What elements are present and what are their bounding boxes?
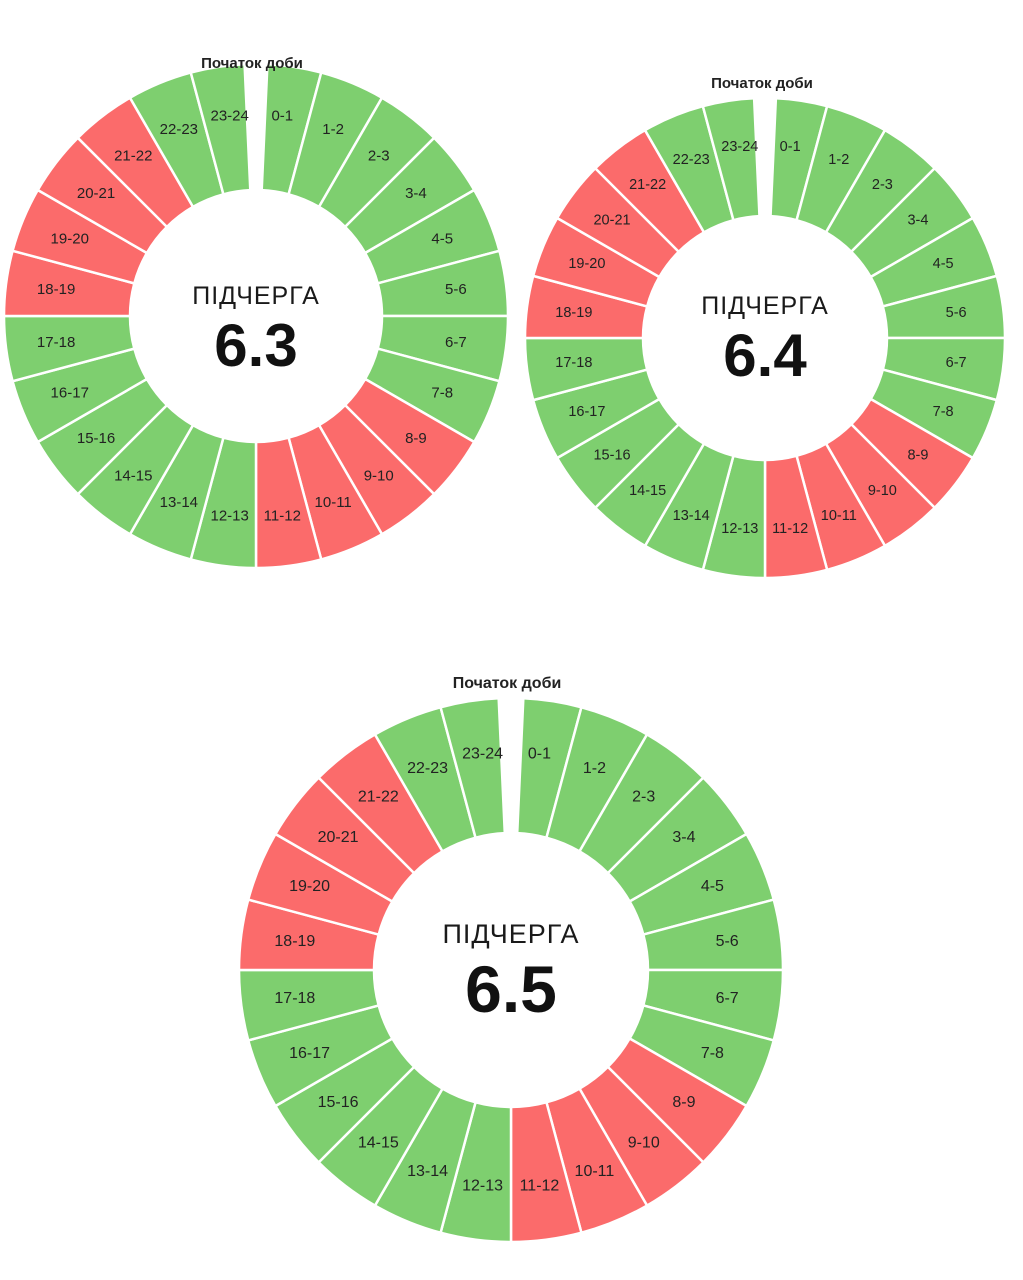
segment-label-12-13: 12-13: [462, 1178, 503, 1195]
segment-label-16-17: 16-17: [568, 404, 605, 420]
donut-chart-6-3: 0-1 1-2 2-3 3-4 4-5 5-6 6-7 7-8 8-9 9-10 10-11 11-1…: [2, 55, 510, 570]
subqueue-title: ПІДЧЕРГА: [701, 292, 829, 320]
segment-label-10-11: 10-11: [575, 1163, 615, 1180]
segment-label-13-14: 13-14: [673, 508, 710, 524]
segment-label-12-13: 12-13: [721, 521, 758, 537]
segment-label-14-15: 14-15: [114, 467, 152, 484]
segment-label-23-24: 23-24: [210, 108, 248, 125]
segment-label-14-15: 14-15: [629, 483, 666, 499]
segments-group: [2, 63, 510, 570]
segment-label-6-7: 6-7: [946, 355, 967, 371]
subqueue-number: 6.5: [465, 952, 557, 1026]
segment-23-24: [439, 697, 507, 839]
segment-label-17-18: 17-18: [555, 355, 592, 371]
segment-label-8-9: 8-9: [907, 447, 928, 463]
segment-label-12-13: 12-13: [210, 507, 248, 524]
segment-label-19-20: 19-20: [289, 878, 330, 895]
segment-label-13-14: 13-14: [407, 1163, 448, 1180]
segment-label-7-8: 7-8: [431, 385, 453, 402]
day-start-label: Початок доби: [201, 55, 303, 72]
segment-label-1-2: 1-2: [828, 152, 849, 168]
segment-label-10-11: 10-11: [821, 508, 857, 524]
segment-label-0-1: 0-1: [271, 108, 293, 125]
segment-label-18-19: 18-19: [37, 281, 75, 298]
segment-label-21-22: 21-22: [358, 789, 399, 806]
segment-label-5-6: 5-6: [445, 281, 467, 298]
segment-label-15-16: 15-16: [77, 430, 115, 447]
segment-label-6-7: 6-7: [716, 990, 739, 1007]
segment-label-9-10: 9-10: [628, 1134, 660, 1151]
subqueue-title: ПІДЧЕРГА: [442, 919, 579, 949]
donut-chart-6-5: 0-1 1-2 2-3 3-4 4-5 5-6 6-7 7-8 8-9 9-10 10-11 11-1…: [237, 675, 785, 1244]
segment-label-10-11: 10-11: [315, 494, 352, 511]
day-start-label: Початок доби: [711, 75, 813, 92]
subqueue-number: 6.4: [723, 322, 807, 389]
segment-label-22-23: 22-23: [160, 121, 198, 138]
segment-label-1-2: 1-2: [583, 760, 606, 777]
segment-label-0-1: 0-1: [528, 745, 551, 762]
segment-label-0-1: 0-1: [780, 139, 801, 155]
segment-label-16-17: 16-17: [51, 385, 89, 402]
segment-label-18-19: 18-19: [274, 933, 315, 950]
segment-label-5-6: 5-6: [946, 305, 967, 321]
segment-label-21-22: 21-22: [114, 148, 152, 165]
segment-label-1-2: 1-2: [322, 121, 344, 138]
segment-label-15-16: 15-16: [593, 447, 630, 463]
segment-label-9-10: 9-10: [868, 483, 897, 499]
segment-label-18-19: 18-19: [555, 305, 592, 321]
segment-label-21-22: 21-22: [629, 177, 666, 193]
segment-label-15-16: 15-16: [318, 1094, 359, 1111]
segments-group: [523, 96, 1007, 580]
segment-labels-group: 0-1 1-2 2-3 3-4 4-5 5-6 6-7 7-8 8-9 9-10 10-11 11-1…: [274, 745, 738, 1194]
segment-label-17-18: 17-18: [274, 990, 315, 1007]
segment-label-9-10: 9-10: [364, 467, 394, 484]
segment-label-20-21: 20-21: [318, 829, 359, 846]
segment-label-2-3: 2-3: [368, 148, 390, 165]
segment-23-24: [189, 63, 252, 196]
donut-chart-6-4: 0-1 1-2 2-3 3-4 4-5 5-6 6-7 7-8 8-9 9-10 10-11 11-1…: [523, 75, 1007, 580]
segment-label-7-8: 7-8: [933, 404, 954, 420]
segment-label-20-21: 20-21: [77, 185, 115, 202]
segment-label-11-12: 11-12: [264, 507, 301, 524]
segment-label-13-14: 13-14: [160, 494, 198, 511]
segment-label-23-24: 23-24: [721, 139, 758, 155]
segment-label-19-20: 19-20: [51, 230, 89, 247]
segment-label-3-4: 3-4: [907, 213, 928, 229]
segment-label-11-12: 11-12: [772, 521, 808, 537]
segment-label-3-4: 3-4: [405, 185, 427, 202]
subqueue-number: 6.3: [214, 312, 297, 379]
segment-label-8-9: 8-9: [405, 430, 427, 447]
segment-label-22-23: 22-23: [407, 760, 448, 777]
segment-label-22-23: 22-23: [673, 152, 710, 168]
segment-label-14-15: 14-15: [358, 1134, 399, 1151]
segment-labels-group: 0-1 1-2 2-3 3-4 4-5 5-6 6-7 7-8 8-9 9-10 10-11 11-1…: [37, 108, 467, 525]
segment-label-19-20: 19-20: [568, 256, 605, 272]
segment-label-7-8: 7-8: [701, 1045, 724, 1062]
segment-label-23-24: 23-24: [462, 745, 503, 762]
segment-label-11-12: 11-12: [520, 1178, 560, 1195]
segment-label-5-6: 5-6: [716, 933, 739, 950]
segment-label-2-3: 2-3: [632, 789, 655, 806]
segment-labels-group: 0-1 1-2 2-3 3-4 4-5 5-6 6-7 7-8 8-9 9-10 10-11 11-1…: [555, 139, 966, 537]
segment-label-17-18: 17-18: [37, 334, 75, 351]
segment-label-6-7: 6-7: [445, 334, 467, 351]
subqueue-title: ПІДЧЕРГА: [192, 282, 320, 310]
day-start-label: Початок доби: [453, 675, 562, 692]
segment-label-3-4: 3-4: [672, 829, 695, 846]
segment-label-8-9: 8-9: [672, 1094, 695, 1111]
segment-label-20-21: 20-21: [593, 213, 630, 229]
segment-label-2-3: 2-3: [872, 177, 893, 193]
segment-23-24: [701, 96, 761, 222]
segment-label-16-17: 16-17: [289, 1045, 330, 1062]
segment-label-4-5: 4-5: [431, 230, 453, 247]
segment-label-4-5: 4-5: [701, 878, 724, 895]
segment-label-4-5: 4-5: [933, 256, 954, 272]
segments-group: [237, 697, 785, 1244]
